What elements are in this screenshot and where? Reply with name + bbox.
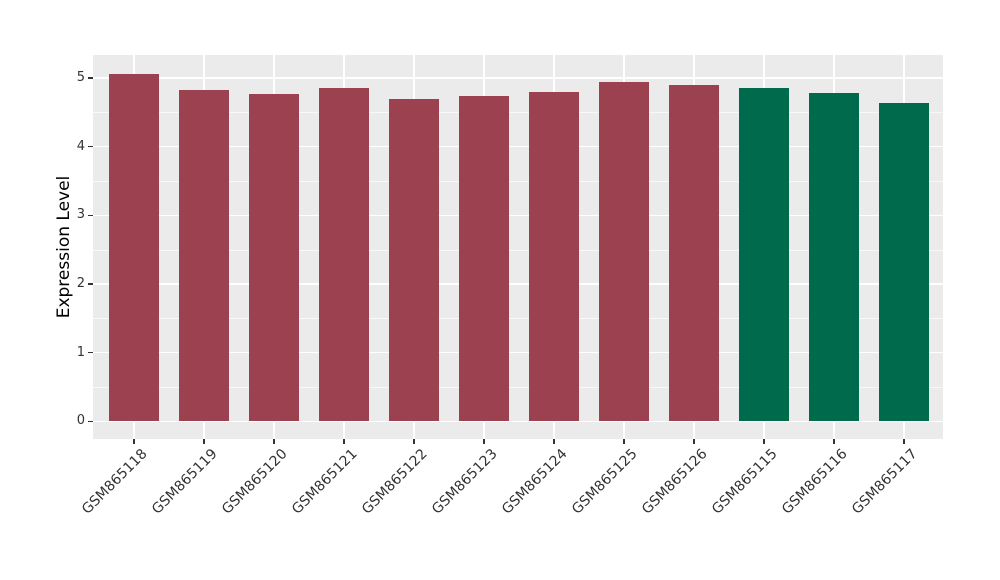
gridline-minor [93, 387, 943, 389]
gridline-major [93, 420, 943, 423]
x-tick-label-GSM865117: GSM865117 [848, 446, 921, 518]
x-tick-mark [553, 439, 555, 444]
y-tick-label: 0 [76, 413, 85, 429]
x-tick-mark [413, 439, 415, 444]
y-tick-label: 4 [76, 138, 85, 154]
x-tick-label-GSM865120: GSM865120 [218, 446, 291, 518]
gridline-minor [93, 318, 943, 320]
x-tick-mark [693, 439, 695, 444]
y-tick-label: 1 [76, 344, 85, 360]
y-tick-label: 5 [76, 69, 85, 85]
gridline-major [93, 77, 943, 79]
bar-GSM865124 [529, 92, 579, 422]
y-tick-mark [88, 145, 93, 148]
x-tick-mark [133, 439, 135, 444]
y-axis-title: Expression Level [54, 175, 74, 319]
x-tick-label-GSM865115: GSM865115 [708, 446, 781, 518]
x-tick-label-GSM865121: GSM865121 [288, 446, 361, 518]
bar-GSM865117 [879, 103, 929, 422]
y-tick-mark [88, 420, 93, 423]
x-tick-label-GSM865126: GSM865126 [638, 446, 711, 518]
bar-GSM865118 [109, 73, 159, 422]
gridline-minor [93, 180, 943, 182]
x-tick-mark [273, 439, 275, 444]
bar-GSM865121 [319, 88, 369, 422]
x-tick-label-GSM865123: GSM865123 [428, 446, 501, 518]
y-tick-mark [88, 214, 93, 217]
bar-GSM865119 [179, 89, 229, 422]
y-tick-label: 3 [76, 207, 85, 223]
bar-GSM865125 [599, 82, 649, 422]
x-tick-mark [483, 439, 485, 444]
x-tick-mark [763, 439, 765, 444]
plot-panel [93, 55, 943, 439]
bar-GSM865122 [389, 98, 439, 422]
gridline-major [93, 145, 943, 148]
x-tick-label-GSM865116: GSM865116 [778, 446, 851, 518]
bar-GSM865120 [249, 94, 299, 422]
x-tick-label-GSM865118: GSM865118 [78, 446, 151, 518]
gridline-major [93, 283, 943, 285]
gridline-major [93, 214, 943, 217]
x-tick-mark [203, 439, 205, 444]
x-tick-mark [623, 439, 625, 444]
bar-GSM865126 [669, 84, 719, 422]
y-tick-label: 2 [76, 276, 85, 291]
y-tick-mark [88, 77, 93, 79]
x-tick-label-GSM865119: GSM865119 [148, 446, 221, 518]
x-tick-mark [903, 439, 905, 444]
y-tick-mark [88, 351, 93, 354]
bar-GSM865123 [459, 95, 509, 422]
x-tick-label-GSM865122: GSM865122 [358, 446, 431, 518]
x-tick-label-GSM865124: GSM865124 [498, 446, 571, 518]
gridline-minor [93, 249, 943, 251]
gridline-major [93, 351, 943, 354]
x-tick-mark [343, 439, 345, 444]
x-tick-mark [833, 439, 835, 444]
x-tick-label-GSM865125: GSM865125 [568, 446, 641, 518]
y-tick-mark [88, 283, 93, 285]
gridline-minor [93, 112, 943, 114]
bar-GSM865116 [809, 93, 859, 422]
bar-GSM865115 [739, 88, 789, 422]
